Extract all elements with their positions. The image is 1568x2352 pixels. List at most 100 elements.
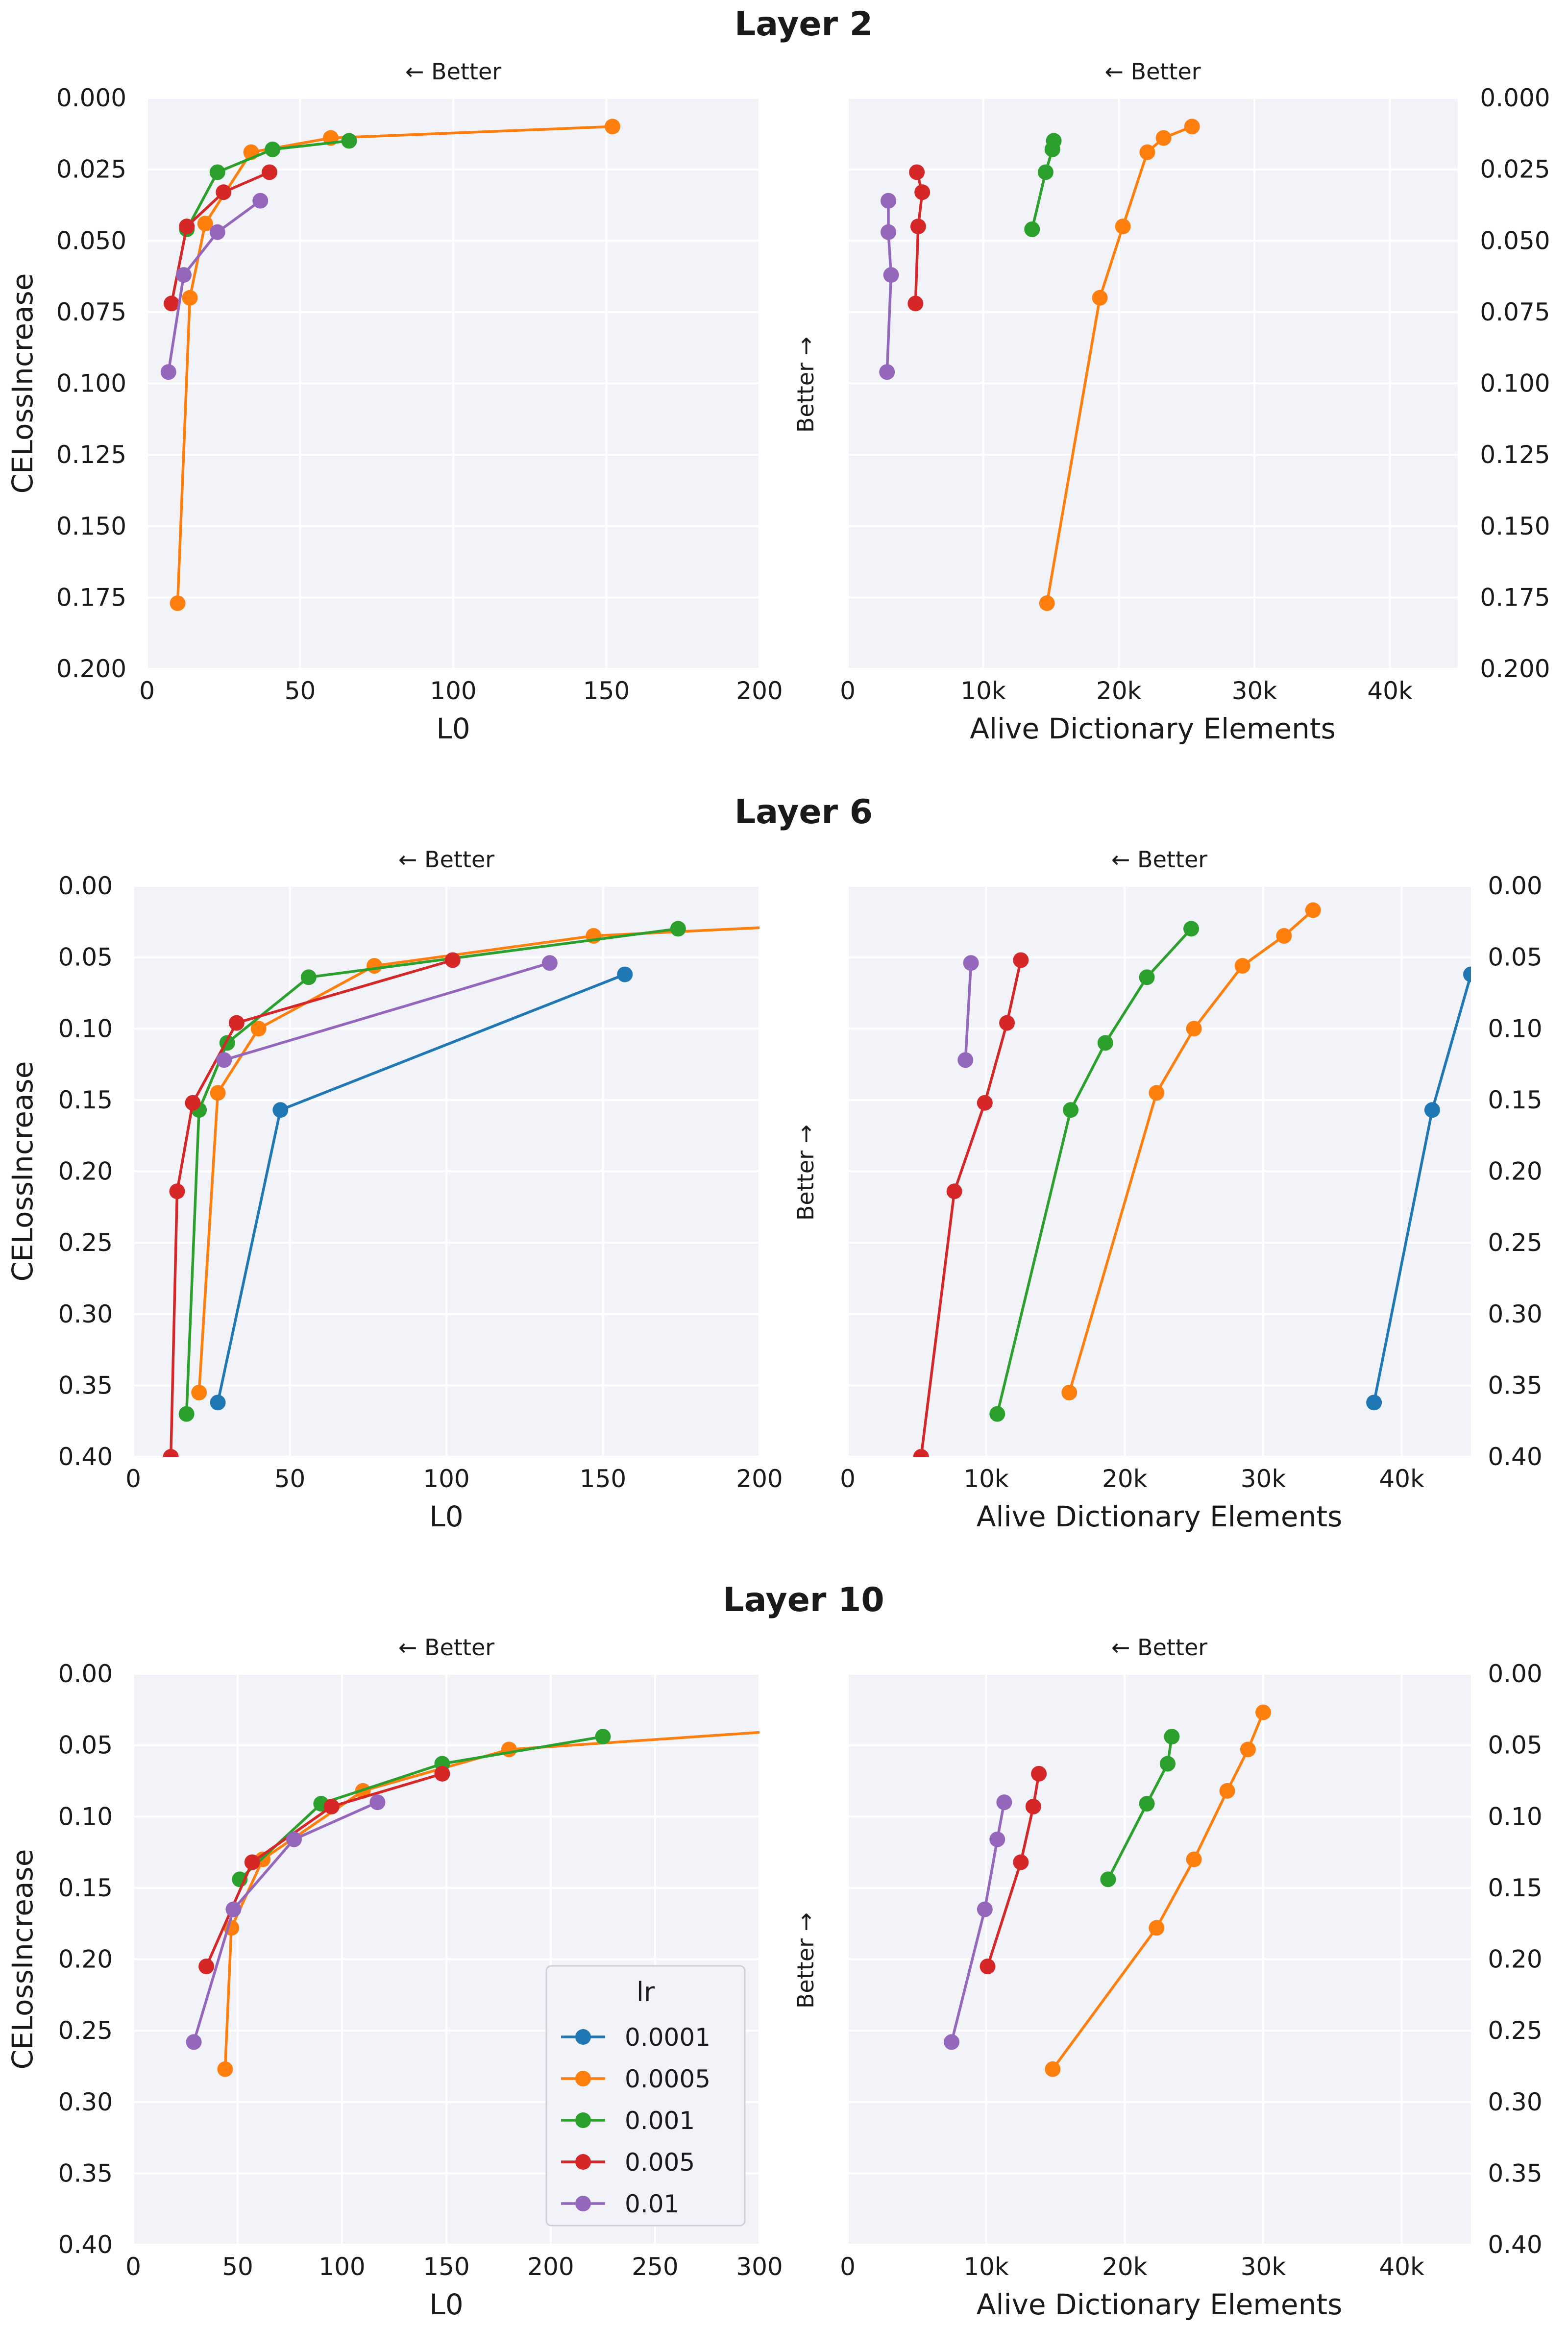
data-point-0.005 [169, 1183, 185, 1200]
y-tick-label: 0.000 [1480, 84, 1550, 112]
y-tick-label: 0.125 [56, 441, 126, 469]
data-point-0.01 [225, 1901, 242, 1917]
y-tick-label: 0.05 [1488, 1731, 1542, 1760]
data-point-0.005 [244, 1854, 260, 1870]
x-tick-label: 50 [274, 1465, 306, 1493]
x-tick-label: 150 [583, 677, 630, 705]
data-point-0.0005 [1092, 290, 1108, 306]
x-tick-label: 0 [139, 677, 155, 705]
series-line-0.01 [223, 961, 550, 1061]
better-y-annotation: Better → [792, 1125, 819, 1221]
data-point-0.0005 [1045, 2061, 1061, 2077]
data-point-0.0005 [1240, 1741, 1256, 1758]
legend-entry-0.01: 0.01 [625, 2190, 679, 2218]
data-point-0.001 [670, 921, 686, 937]
y-tick-label: 0.25 [1488, 1228, 1542, 1257]
data-point-0.005 [434, 1765, 450, 1782]
y-tick-label: 0.30 [58, 2088, 113, 2116]
y-tick-label: 0.40 [1488, 1443, 1542, 1471]
data-point-0.001 [209, 164, 225, 180]
y-tick-label: 0.000 [56, 84, 126, 112]
y-tick-label: 0.075 [56, 298, 126, 326]
y-tick-label: 0.050 [1480, 226, 1550, 255]
data-point-0.0005 [1155, 130, 1172, 146]
series-group [186, 1720, 830, 2077]
data-point-0.01 [977, 1901, 993, 1917]
data-point-0.001 [1159, 1756, 1176, 1772]
better-x-annotation: ← Better [1111, 846, 1207, 873]
data-point-0.005 [980, 1959, 996, 1975]
y-tick-label: 0.200 [1480, 655, 1550, 683]
y-tick-label: 0.40 [58, 1443, 113, 1471]
x-tick-label: 30k [1241, 1465, 1286, 1493]
data-point-0.0005 [814, 1720, 830, 1736]
data-point-0.005 [977, 1095, 993, 1111]
data-point-0.001 [1139, 1796, 1155, 1812]
data-point-0.001 [1097, 1035, 1113, 1051]
y-tick-label: 0.05 [58, 943, 113, 972]
y-tick-label: 0.25 [1488, 2016, 1542, 2045]
x-tick-label: 0 [125, 2253, 141, 2281]
data-point-0.005 [323, 1798, 340, 1814]
x-tick-label: 300 [736, 2253, 783, 2281]
data-point-0.0005 [367, 958, 383, 974]
data-point-0.0005 [1255, 1704, 1271, 1720]
data-point-0.01 [996, 1794, 1012, 1811]
data-point-0.0001 [1366, 1395, 1382, 1411]
y-tick-label: 0.15 [1488, 1086, 1542, 1114]
subplot-4: 0 10k 20k 30k 40k 0.00 0.05 0.10 0.15 0.20 0.25 0.3… [792, 846, 1543, 1533]
x-tick-label: 0 [840, 2253, 856, 2281]
y-tick-label: 0.35 [1488, 1371, 1542, 1399]
y-tick-label: 0.40 [58, 2230, 113, 2259]
x-tick-label: 10k [960, 677, 1006, 705]
y-tick-label: 0.20 [58, 1945, 113, 1974]
y-tick-label: 0.10 [1488, 1802, 1542, 1831]
data-point-0.01 [216, 1052, 232, 1068]
x-tick-label: 150 [423, 2253, 469, 2281]
series-line-0.01 [167, 199, 261, 372]
y-tick-label: 0.15 [58, 1874, 113, 1902]
data-point-0.005 [198, 1959, 215, 1975]
data-point-0.001 [300, 969, 317, 985]
y-tick-label: 0.25 [58, 1228, 113, 1257]
data-point-0.001 [1024, 221, 1040, 237]
y-tick-label: 0.050 [56, 226, 126, 255]
legend-marker-0.005 [575, 2154, 591, 2170]
data-point-0.0001 [617, 966, 633, 982]
series-line-0.005 [914, 172, 924, 304]
y-tick-label: 0.025 [1480, 155, 1550, 184]
data-point-0.005 [164, 295, 179, 312]
y-tick-label: 0.10 [58, 1802, 113, 1831]
x-tick-label: 40k [1379, 2253, 1424, 2281]
data-point-0.01 [881, 224, 896, 240]
x-tick-label: 200 [527, 2253, 574, 2281]
y-tick-label: 0.025 [56, 155, 126, 184]
data-point-0.001 [989, 1406, 1005, 1422]
y-tick-label: 0.25 [58, 2016, 113, 2045]
y-tick-label: 0.15 [1488, 1874, 1542, 1902]
data-point-0.005 [999, 1015, 1015, 1031]
data-point-0.0005 [1186, 1021, 1202, 1037]
data-point-0.0005 [501, 1741, 517, 1758]
y-tick-label: 0.125 [1480, 441, 1550, 469]
y-tick-label: 0.05 [1488, 943, 1542, 972]
data-point-0.001 [265, 141, 281, 157]
y-axis-label: CELossIncrease [6, 273, 39, 494]
legend-marker-0.0001 [575, 2029, 591, 2045]
y-tick-label: 0.20 [1488, 1157, 1542, 1186]
data-point-0.01 [881, 193, 896, 209]
data-point-0.0005 [1149, 1920, 1165, 1936]
series-line-0.01 [885, 200, 893, 372]
data-point-0.0005 [1184, 119, 1200, 135]
legend-marker-0.0005 [575, 2071, 591, 2086]
data-point-0.001 [1100, 1871, 1116, 1887]
x-axis-label: L0 [436, 712, 470, 745]
data-point-0.0005 [1039, 595, 1055, 612]
data-point-0.0005 [217, 2061, 233, 2077]
x-tick-label: 0 [840, 1465, 856, 1493]
x-tick-label: 200 [736, 1465, 783, 1493]
x-tick-label: 20k [1102, 1465, 1148, 1493]
data-point-0.0005 [170, 595, 186, 612]
y-tick-label: 0.30 [1488, 1300, 1542, 1328]
data-point-0.0001 [1424, 1102, 1440, 1118]
